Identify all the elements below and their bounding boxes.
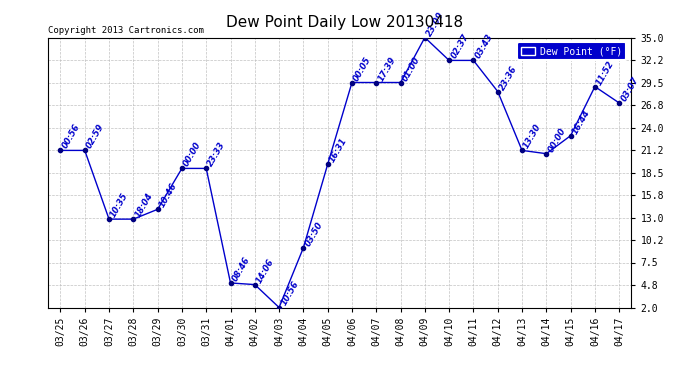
Text: Dew Point Daily Low 20130418: Dew Point Daily Low 20130418	[226, 15, 464, 30]
Text: 23:09: 23:09	[425, 10, 446, 38]
Text: 02:59: 02:59	[85, 123, 106, 150]
Text: 14:06: 14:06	[255, 257, 276, 285]
Text: 13:30: 13:30	[522, 123, 543, 150]
Text: Copyright 2013 Cartronics.com: Copyright 2013 Cartronics.com	[48, 26, 204, 35]
Text: 08:46: 08:46	[230, 255, 252, 283]
Text: 03:07: 03:07	[619, 75, 640, 103]
Legend: Dew Point (°F): Dew Point (°F)	[517, 42, 627, 60]
Text: 16:44: 16:44	[571, 108, 592, 136]
Text: 10:56: 10:56	[279, 280, 300, 308]
Text: 17:39: 17:39	[376, 55, 397, 82]
Text: 16:31: 16:31	[328, 136, 349, 164]
Text: 03:43: 03:43	[473, 33, 495, 60]
Text: 00:00: 00:00	[546, 126, 568, 154]
Text: 00:00: 00:00	[182, 141, 203, 168]
Text: 23:36: 23:36	[497, 64, 519, 92]
Text: 03:50: 03:50	[304, 220, 324, 248]
Text: 00:05: 00:05	[352, 55, 373, 82]
Text: 23:33: 23:33	[206, 141, 228, 168]
Text: 10:46: 10:46	[157, 182, 179, 209]
Text: 00:56: 00:56	[61, 123, 81, 150]
Text: 02:37: 02:37	[449, 33, 471, 60]
Text: 01:00: 01:00	[401, 55, 422, 82]
Text: 18:04: 18:04	[133, 191, 155, 219]
Text: 11:52: 11:52	[595, 59, 616, 87]
Text: 10:35: 10:35	[109, 191, 130, 219]
